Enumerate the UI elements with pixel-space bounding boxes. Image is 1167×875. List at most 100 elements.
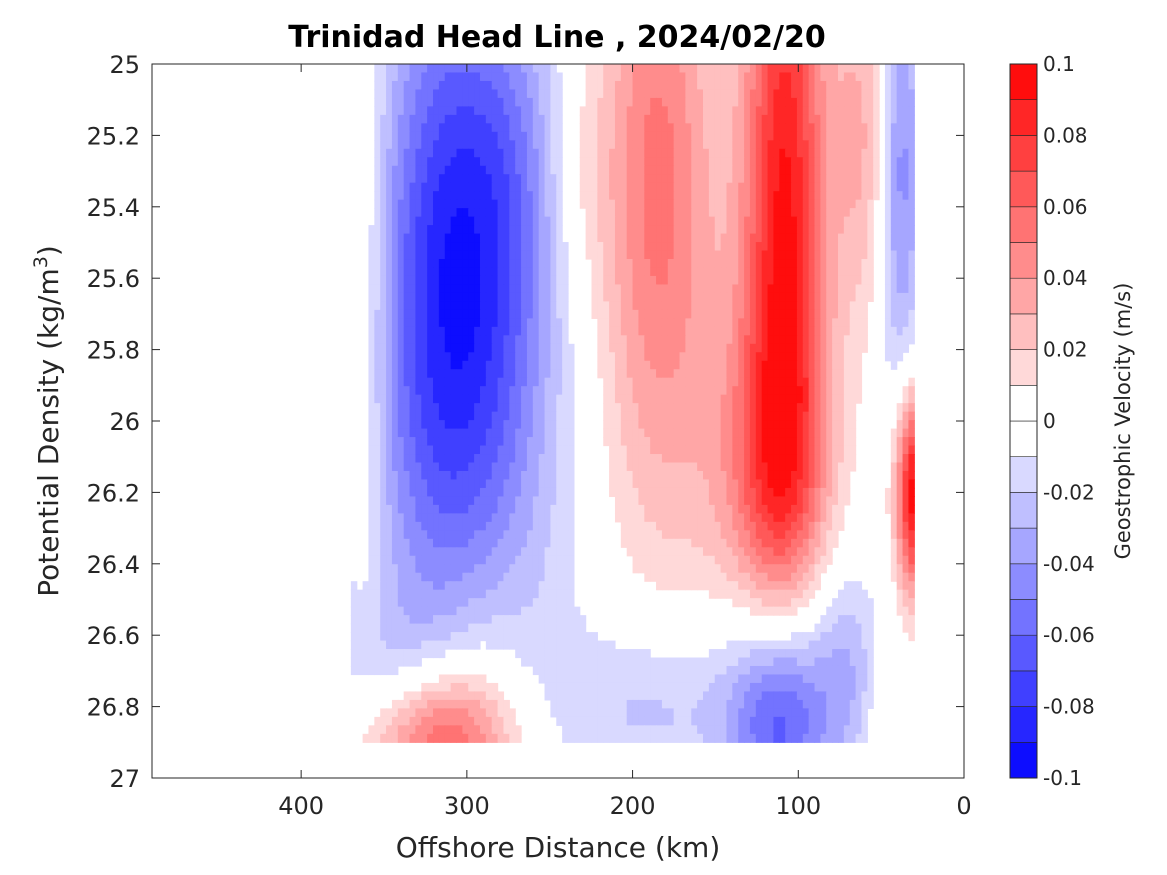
contour-cell [462, 199, 469, 209]
contour-cell [368, 301, 375, 311]
contour-cell [908, 216, 915, 226]
contour-cell [409, 547, 417, 557]
contour-cell [444, 114, 452, 124]
contour-cell [409, 284, 417, 294]
contour-cell [568, 564, 575, 574]
contour-cell [550, 437, 557, 447]
contour-cell [438, 182, 446, 192]
contour-cell [902, 386, 910, 396]
contour-cell [403, 64, 411, 74]
contour-cell [761, 538, 769, 548]
contour-cell [855, 131, 863, 141]
contour-cell [714, 89, 722, 99]
contour-cell [597, 191, 604, 201]
contour-cell [656, 309, 663, 319]
contour-cell [479, 89, 487, 99]
contour-cell [732, 352, 739, 362]
contour-cell [532, 275, 540, 286]
contour-cell [456, 538, 463, 548]
contour-cell [720, 216, 728, 226]
contour-cell [755, 369, 763, 379]
contour-cell [785, 454, 792, 464]
contour-cell [515, 208, 522, 218]
contour-cell [503, 538, 510, 548]
contour-cell [427, 360, 434, 370]
contour-cell [673, 437, 681, 447]
contour-cell [386, 174, 393, 184]
contour-cell [409, 157, 417, 167]
contour-cell [720, 267, 728, 277]
contour-cell [814, 470, 821, 481]
contour-cell [644, 513, 651, 523]
contour-cell [867, 106, 874, 116]
contour-cell [462, 369, 469, 379]
contour-cell [779, 174, 786, 184]
contour-cell [755, 106, 763, 116]
contour-cell [444, 275, 452, 286]
contour-cell [468, 445, 475, 455]
contour-cell [714, 352, 722, 362]
contour-cell [779, 259, 786, 269]
contour-cell [450, 403, 458, 413]
contour-cell [685, 445, 692, 455]
contour-cell [714, 72, 722, 82]
contour-cell [726, 174, 733, 184]
contour-cell [556, 403, 563, 413]
contour-cell [755, 411, 763, 421]
contour-cell [609, 242, 616, 252]
contour-cell [703, 106, 710, 116]
contour-cell [532, 64, 540, 74]
contour-cell [761, 555, 769, 565]
contour-cell [761, 148, 769, 158]
contour-cell [538, 242, 546, 252]
contour-cell [849, 403, 857, 413]
contour-cell [767, 394, 775, 404]
contour-cell [720, 64, 728, 74]
contour-cell [427, 513, 434, 523]
contour-cell [497, 479, 505, 489]
contour-cell [515, 284, 522, 294]
contour-cell [843, 131, 851, 141]
contour-cell [391, 462, 399, 472]
contour-cell [726, 437, 733, 447]
contour-cell [779, 267, 786, 277]
contour-cell [855, 225, 863, 235]
contour-cell [468, 470, 475, 481]
contour-cell [450, 487, 458, 498]
contour-cell [509, 318, 516, 328]
contour-cell [491, 343, 499, 353]
contour-cell [532, 267, 540, 277]
contour-cell [450, 216, 458, 226]
contour-cell [403, 555, 411, 565]
contour-cell [591, 242, 598, 252]
contour-cell [679, 174, 686, 184]
contour-cell [509, 479, 516, 489]
contour-cell [685, 428, 692, 438]
contour-cell [732, 106, 739, 116]
contour-cell [884, 131, 892, 141]
contour-cell [785, 547, 792, 557]
contour-cell [779, 275, 786, 286]
contour-cell [673, 250, 681, 260]
contour-cell [438, 479, 446, 489]
contour-cell [884, 275, 892, 286]
contour-cell [761, 199, 769, 209]
contour-cell [638, 462, 645, 472]
contour-cell [386, 140, 393, 150]
contour-cell [386, 386, 393, 396]
contour-cell [732, 462, 739, 472]
contour-cell [591, 250, 598, 260]
contour-cell [491, 242, 499, 252]
contour-cell [456, 318, 463, 328]
contour-cell [474, 530, 481, 540]
contour-cell [890, 97, 898, 107]
contour-cell [468, 80, 475, 91]
contour-cell [832, 428, 839, 438]
contour-cell [609, 470, 616, 481]
contour-cell [550, 555, 557, 565]
contour-cell [474, 496, 481, 506]
contour-cell [456, 564, 463, 574]
contour-cell [468, 496, 475, 506]
contour-cell [849, 394, 857, 404]
contour-cell [667, 454, 675, 464]
